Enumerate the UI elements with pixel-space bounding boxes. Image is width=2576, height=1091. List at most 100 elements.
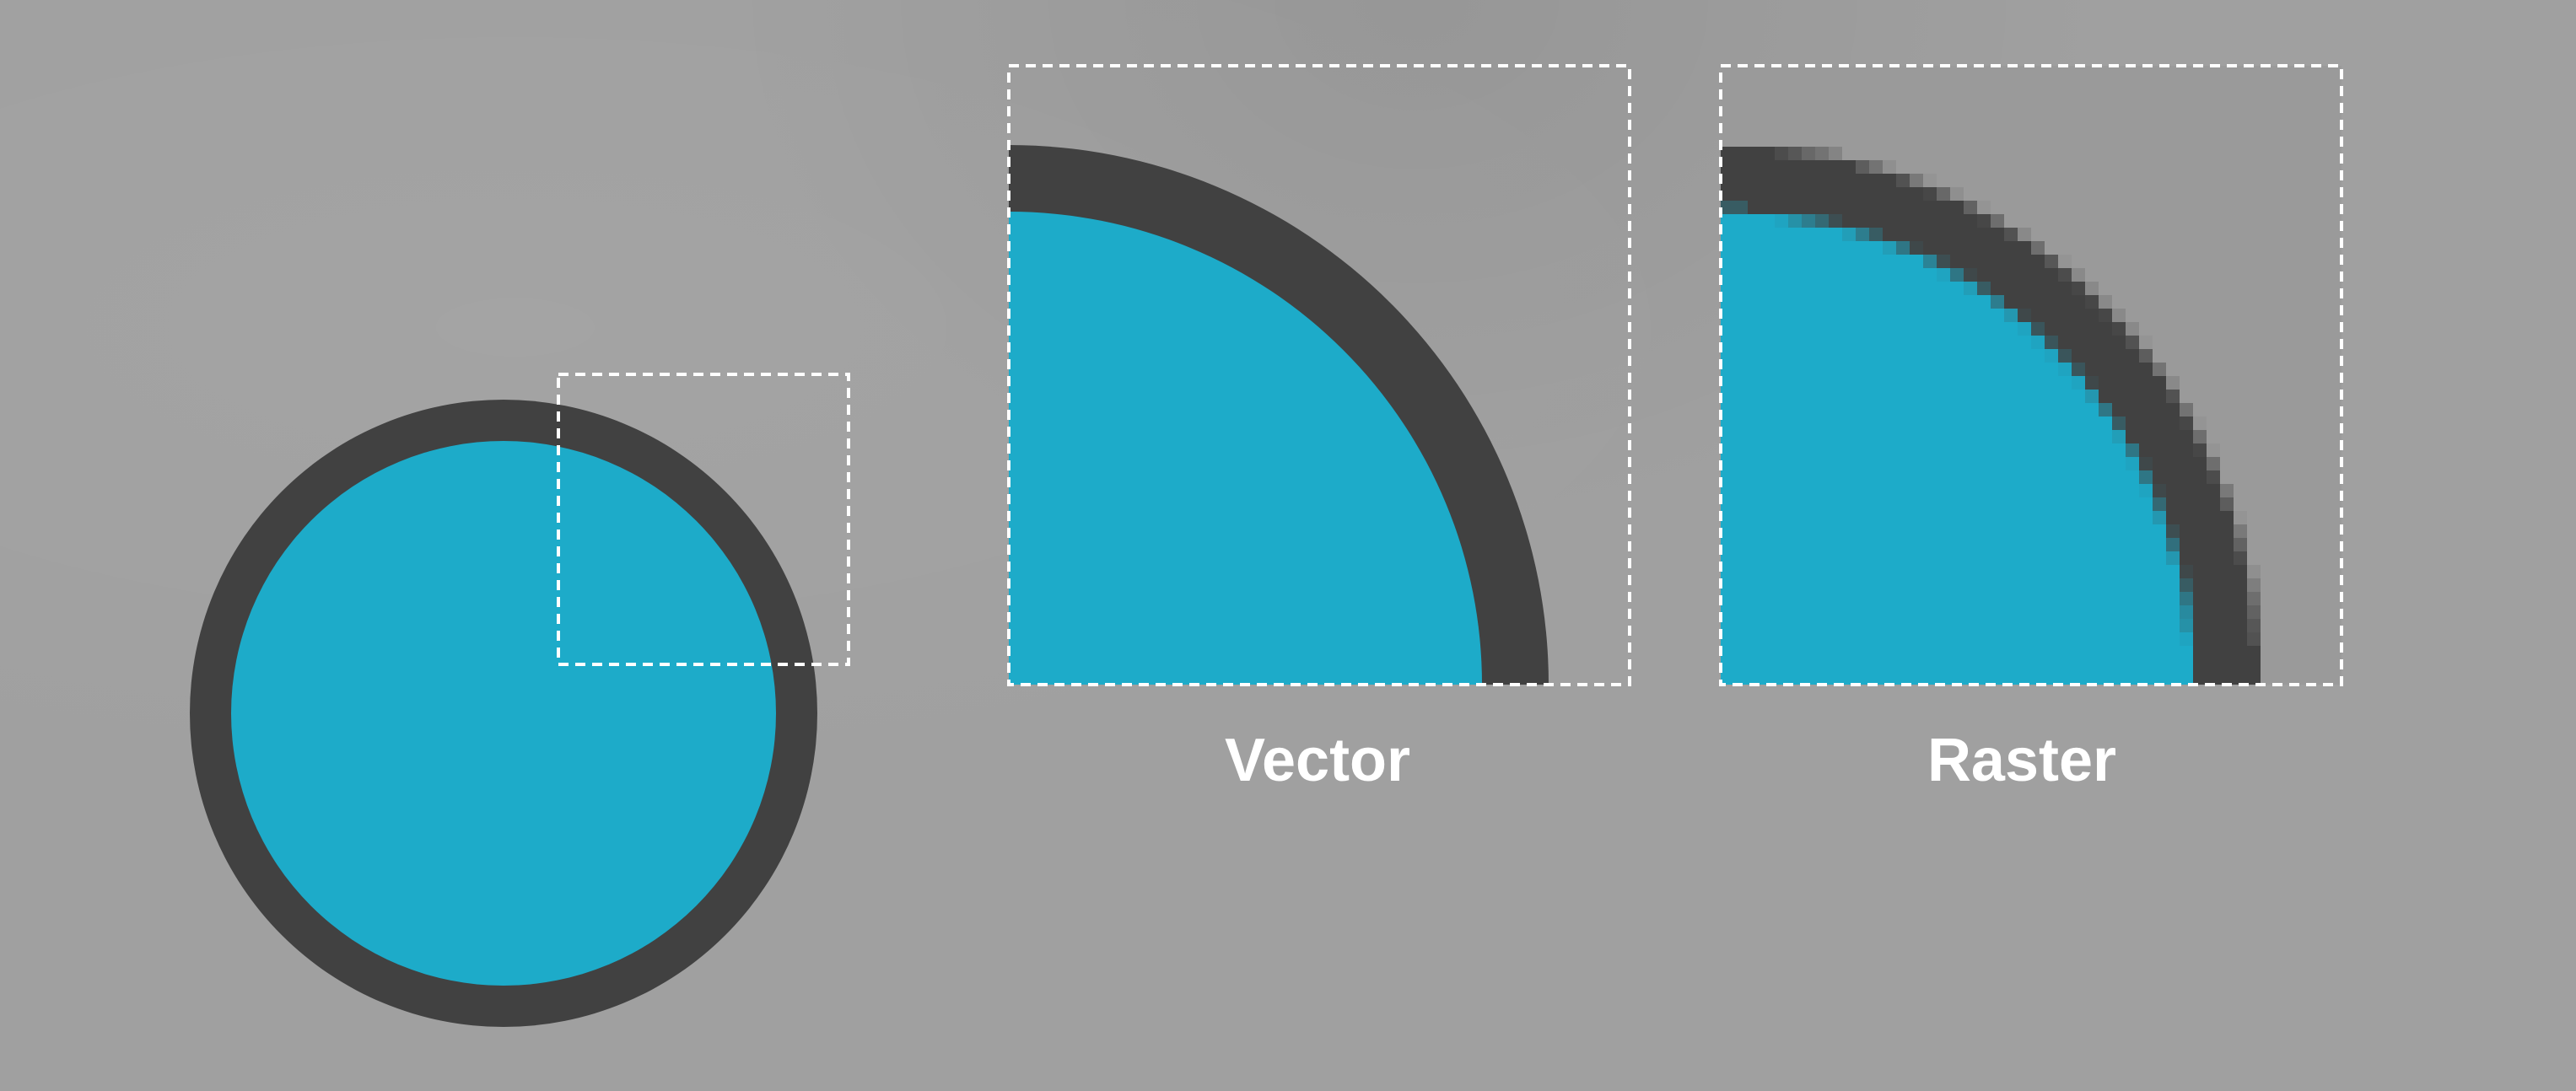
raster-pixel [1815, 336, 1829, 349]
raster-pixel [2193, 443, 2207, 457]
raster-pixel [1883, 659, 1896, 673]
raster-pixel [1748, 417, 1761, 430]
raster-pixel [1788, 511, 1802, 524]
raster-pixel [1977, 632, 1991, 646]
raster-pixel [1829, 201, 1842, 214]
raster-pixel [1896, 336, 1910, 349]
raster-pixel [1802, 160, 1815, 174]
raster-pixel [1910, 309, 1923, 322]
raster-pixel [2139, 659, 2153, 673]
raster-pixel [2220, 632, 2234, 646]
raster-pixel [1721, 336, 1734, 349]
raster-pixel [1802, 524, 1815, 538]
raster-pixel [2058, 578, 2072, 592]
raster-pixel [2139, 511, 2153, 524]
raster-pixel [1761, 228, 1775, 241]
raster-pixel [1937, 565, 1950, 578]
raster-pixel [2153, 578, 2166, 592]
raster-pixel [2112, 403, 2126, 417]
raster-pixel [1937, 457, 1950, 470]
raster-pixel [1802, 241, 1815, 255]
raster-pixel [2180, 578, 2193, 592]
raster-pixel [1734, 376, 1748, 390]
raster-pixel [2018, 457, 2031, 470]
raster-pixel [1869, 228, 1883, 241]
raster-pixel [1815, 565, 1829, 578]
raster-pixel [1842, 470, 1856, 484]
raster-pixel [1896, 551, 1910, 565]
raster-pixel [1802, 457, 1815, 470]
raster-pixel [2004, 403, 2018, 417]
raster-pixel [1910, 646, 1923, 659]
raster-pixel [1950, 632, 1964, 646]
raster-pixel [2004, 309, 2018, 322]
raster-pixel [1910, 174, 1923, 187]
raster-pixel [2234, 524, 2247, 538]
raster-pixel [1829, 605, 1842, 619]
raster-pixel [1761, 497, 1775, 511]
raster-pixel [1991, 578, 2004, 592]
raster-pixel [2112, 659, 2126, 673]
raster-pixel [1802, 390, 1815, 403]
raster-pixel [1883, 376, 1896, 390]
raster-pixel [2085, 363, 2099, 376]
raster-pixel [1829, 417, 1842, 430]
raster-pixel [1937, 241, 1950, 255]
raster-pixel [2247, 659, 2261, 673]
raster-pixel [1802, 403, 1815, 417]
raster-pixel [1869, 646, 1883, 659]
raster-pixel [2126, 592, 2139, 605]
raster-pixel [2166, 578, 2180, 592]
raster-pixel [2207, 619, 2220, 632]
raster-pixel [1775, 646, 1788, 659]
raster-pixel [1856, 174, 1869, 187]
raster-pixel [2207, 443, 2220, 457]
raster-pixel [1802, 147, 1815, 160]
raster-pixel [1950, 201, 1964, 214]
raster-pixel [2085, 565, 2099, 578]
raster-pixel [2058, 659, 2072, 673]
raster-pixel [2193, 417, 2207, 430]
raster-pixel [2139, 524, 2153, 538]
raster-pixel [2193, 592, 2207, 605]
raster-pixel [1991, 268, 2004, 282]
raster-pixel [1815, 538, 1829, 551]
raster-pixel [1829, 376, 1842, 390]
raster-pixel [1829, 241, 1842, 255]
raster-pixel [2112, 511, 2126, 524]
raster-pixel [1896, 538, 1910, 551]
raster-pixel [2058, 592, 2072, 605]
raster-pixel [2112, 376, 2126, 390]
raster-pixel [1856, 538, 1869, 551]
raster-pixel [1734, 268, 1748, 282]
raster-pixel [1869, 524, 1883, 538]
raster-pixel [1910, 214, 1923, 228]
raster-pixel [2099, 322, 2112, 336]
raster-pixel [1883, 160, 1896, 174]
raster-pixel [1910, 484, 1923, 497]
vector-arc-fill [1009, 212, 1482, 685]
raster-pixel [2045, 363, 2058, 376]
raster-pixel [1896, 673, 1910, 685]
raster-pixel [1883, 430, 1896, 443]
raster-pixel [1896, 376, 1910, 390]
raster-pixel [2234, 659, 2247, 673]
raster-pixel [1815, 376, 1829, 390]
raster-pixel [1748, 470, 1761, 484]
raster-pixel [2031, 336, 2045, 349]
raster-pixel [1950, 417, 1964, 430]
raster-pixel [2004, 376, 2018, 390]
raster-pixel [1748, 524, 1761, 538]
raster-pixel [1856, 632, 1869, 646]
raster-pixel [2018, 524, 2031, 538]
raster-pixel [1842, 673, 1856, 685]
raster-pixel [2018, 443, 2031, 457]
raster-pixel [1937, 659, 1950, 673]
raster-pixel [1964, 228, 1977, 241]
raster-pixel [1775, 430, 1788, 443]
raster-pixel [1991, 417, 2004, 430]
raster-pixel [1788, 565, 1802, 578]
raster-pixel [2112, 632, 2126, 646]
raster-pixel [2153, 470, 2166, 484]
raster-pixel [1775, 619, 1788, 632]
